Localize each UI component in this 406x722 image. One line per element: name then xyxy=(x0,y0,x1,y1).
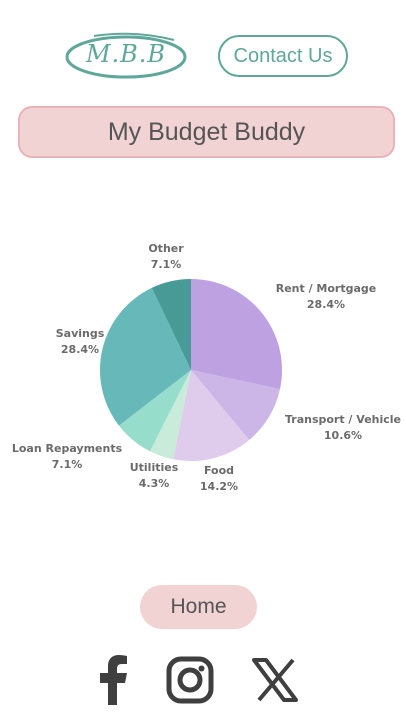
slice-label: Rent / Mortgage xyxy=(276,282,377,295)
slice-percent: 28.4% xyxy=(307,298,345,311)
logo[interactable]: M.B.B xyxy=(64,30,188,80)
slice-label: Savings xyxy=(56,327,105,340)
pie-slice-loan-repayments xyxy=(118,370,191,452)
facebook-icon[interactable] xyxy=(96,655,132,705)
slice-label: Loan Repayments xyxy=(12,442,123,455)
pie-slice-other xyxy=(151,279,191,370)
slice-percent: 7.1% xyxy=(52,458,83,471)
home-button[interactable]: Home xyxy=(140,585,257,629)
slice-label: Food xyxy=(204,464,234,477)
slice-label: Utilities xyxy=(130,461,179,474)
page-title: My Budget Buddy xyxy=(18,106,395,158)
instagram-icon[interactable] xyxy=(166,655,214,705)
pie-slice-rent-mortgage xyxy=(191,279,282,390)
logo-ring xyxy=(65,32,187,79)
slice-percent: 4.3% xyxy=(139,477,170,490)
logo-text: M.B.B xyxy=(85,40,167,68)
pie-slice-utilities xyxy=(149,370,191,460)
x-icon[interactable] xyxy=(252,655,298,705)
pie-slice-transport-vehicle xyxy=(191,370,280,440)
expense-pie-chart: Rent / Mortgage 28.4% Transport / Vehicle 1… xyxy=(12,242,401,493)
slice-percent: 14.2% xyxy=(200,480,238,493)
pie-slice-food xyxy=(173,370,250,461)
slice-percent: 28.4% xyxy=(61,343,99,356)
contact-us-button[interactable]: Contact Us xyxy=(218,35,348,77)
slice-percent: 7.1% xyxy=(151,258,182,271)
pie-slice-savings xyxy=(100,287,191,426)
slice-percent: 10.6% xyxy=(324,429,362,442)
slice-label: Other xyxy=(148,242,184,255)
slice-label: Transport / Vehicle xyxy=(285,413,401,426)
